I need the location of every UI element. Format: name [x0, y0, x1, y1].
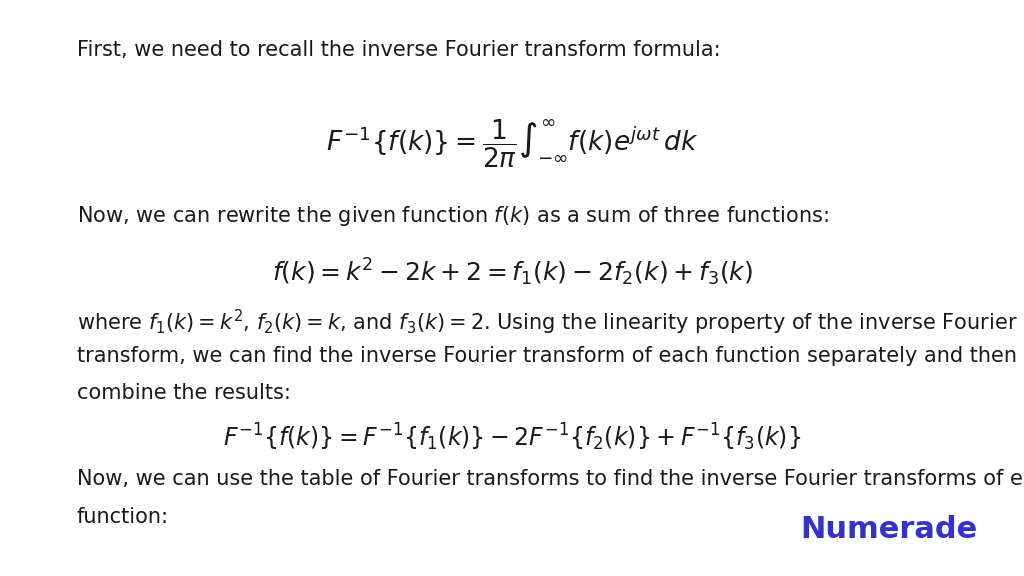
Text: where $f_1(k) = k^2$, $f_2(k) = k$, and $f_3(k) = 2$. Using the linearity proper: where $f_1(k) = k^2$, $f_2(k) = k$, and … [77, 308, 1018, 338]
Text: Now, we can rewrite the given function $f(k)$ as a sum of three functions:: Now, we can rewrite the given function $… [77, 204, 828, 229]
Text: $f(k) = k^2 - 2k + 2 = f_1(k) - 2f_2(k) + f_3(k)$: $f(k) = k^2 - 2k + 2 = f_1(k) - 2f_2(k) … [271, 256, 753, 288]
Text: function:: function: [77, 507, 169, 527]
Text: $F^{-1}\{f(k)\} = \dfrac{1}{2\pi} \int_{-\infty}^{\infty} f(k)e^{j\omega t}\,dk$: $F^{-1}\{f(k)\} = \dfrac{1}{2\pi} \int_{… [326, 118, 698, 170]
Text: Now, we can use the table of Fourier transforms to find the inverse Fourier tran: Now, we can use the table of Fourier tra… [77, 469, 1024, 490]
Text: transform, we can find the inverse Fourier transform of each function separately: transform, we can find the inverse Fouri… [77, 346, 1017, 366]
Text: combine the results:: combine the results: [77, 383, 291, 403]
Text: Numerade: Numerade [801, 516, 978, 544]
Text: $F^{-1}\{f(k)\} = F^{-1}\{f_1(k)\} - 2F^{-1}\{f_2(k)\} + F^{-1}\{f_3(k)\}$: $F^{-1}\{f(k)\} = F^{-1}\{f_1(k)\} - 2F^… [223, 422, 801, 453]
Text: First, we need to recall the inverse Fourier transform formula:: First, we need to recall the inverse Fou… [77, 40, 721, 60]
